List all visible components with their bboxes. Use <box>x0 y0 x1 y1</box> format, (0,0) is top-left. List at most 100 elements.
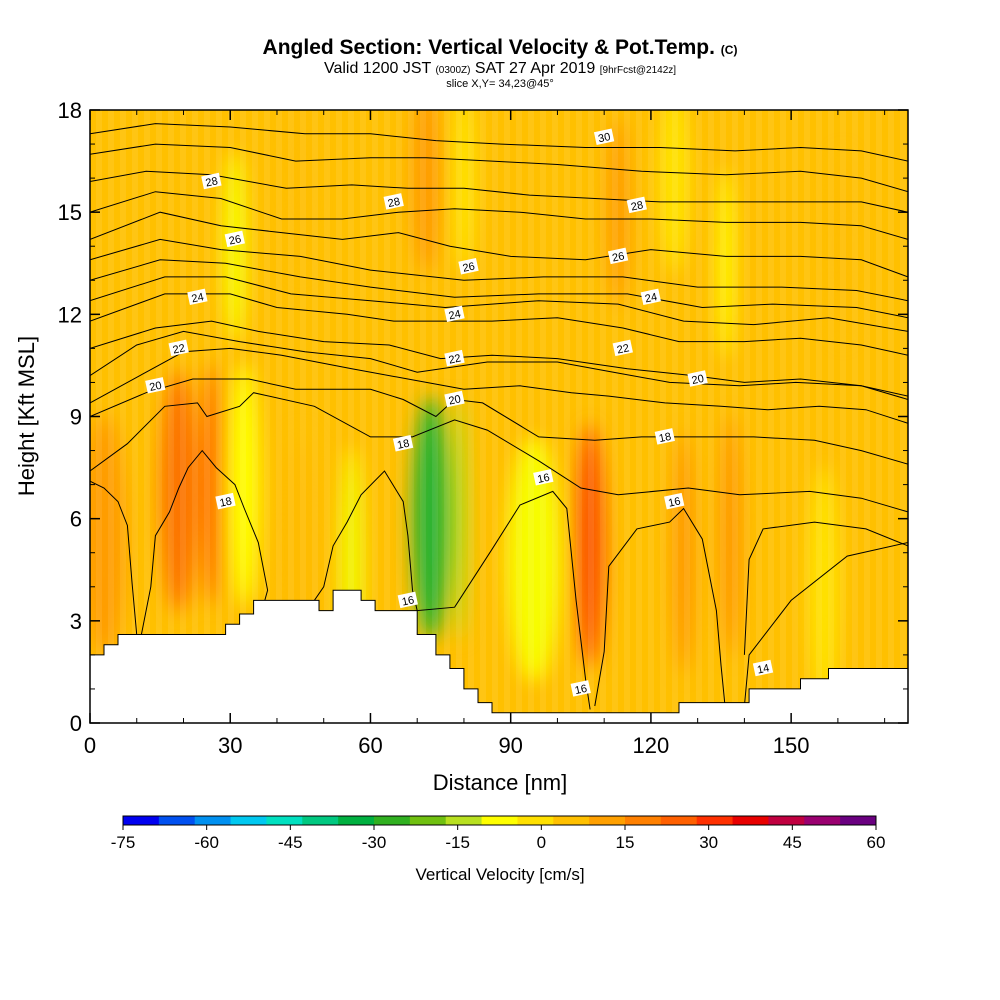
chart-title: Angled Section: Vertical Velocity & Pot.… <box>262 36 738 59</box>
y-tick-label: 12 <box>58 302 82 327</box>
isentrope-label: 18 <box>215 492 236 510</box>
isentrope-label-text: 28 <box>387 196 401 210</box>
isentrope-label: 16 <box>397 591 418 609</box>
isentrope-label-text: 24 <box>448 308 462 322</box>
isentrope-label-bg <box>607 247 629 265</box>
isentrope-label-text: 22 <box>448 352 462 366</box>
isentrope-label-text: 18 <box>396 438 410 452</box>
isentrope-label-bg <box>687 370 708 387</box>
colorbar-segment <box>840 816 877 825</box>
colorbar-segment <box>696 816 734 825</box>
x-tick-label: 150 <box>773 733 810 758</box>
isentrope-line <box>90 378 908 465</box>
colorbar-segment <box>409 816 447 825</box>
colorbar-segment <box>553 816 590 825</box>
isentrope-label: 16 <box>533 469 554 486</box>
isentrope-label: 14 <box>752 659 774 677</box>
isentrope-line <box>90 480 138 635</box>
isentrope-label: 22 <box>444 349 465 367</box>
isentrope-label-text: 24 <box>190 291 204 305</box>
colorbar-tick-label: 60 <box>867 833 886 852</box>
x-tick-label: 90 <box>498 733 522 758</box>
isentrope-label-text: 26 <box>228 233 242 247</box>
colorbar-tick-label: 0 <box>537 833 546 852</box>
isentrope-label: 24 <box>444 305 465 322</box>
isentrope-label-bg <box>752 659 774 677</box>
isentrope-line <box>90 347 908 424</box>
isentrope-label-text: 22 <box>616 342 630 356</box>
isentrope-label-bg <box>444 390 465 408</box>
colorbar-segment <box>194 816 232 825</box>
x-tick-label: 60 <box>358 733 382 758</box>
colorbar-segment <box>302 816 339 825</box>
isentrope-label-bg <box>392 434 414 452</box>
isentrope-label-bg <box>383 193 404 210</box>
isentrope-line <box>90 191 908 240</box>
isentrope-line <box>743 521 908 655</box>
colorbar-tick-label: -15 <box>445 833 470 852</box>
chart-slice-info: slice X,Y= 34,23@45° <box>446 78 554 90</box>
colorbar-segment <box>338 816 375 825</box>
isentrope-label-bg <box>640 288 661 306</box>
isentrope-label: 28 <box>383 193 404 210</box>
colorbar-frame <box>122 815 877 826</box>
colorbar: -75 -60 -45 -30 -15 0 15 30 45 60 <box>111 815 886 852</box>
isentrope-label-bg <box>397 591 418 609</box>
colorbar-segment <box>266 816 303 825</box>
colorbar-segment <box>625 816 662 825</box>
isentrope-line <box>90 392 908 513</box>
y-tick-label: 6 <box>70 507 82 532</box>
isentrope-label-bg <box>533 469 554 486</box>
isentrope-label-text: 18 <box>658 431 672 445</box>
isentrope-label: 22 <box>168 339 189 357</box>
isentrope-label: 20 <box>687 370 708 387</box>
isentrope-label-bg <box>444 349 465 367</box>
isentrope-line <box>90 276 908 332</box>
isentrope-label: 26 <box>224 230 245 248</box>
isentrope-label-text: 20 <box>148 380 162 394</box>
isentrope-label-bg <box>168 339 189 357</box>
isentrope-label: 24 <box>187 288 208 305</box>
isentrope-label-text: 16 <box>536 472 550 486</box>
isentrope-label: 20 <box>145 377 166 394</box>
isentrope-label-text: 28 <box>630 199 644 213</box>
isentrope-label: 18 <box>392 434 414 452</box>
colorbar-segment <box>768 816 805 825</box>
y-tick-label: 0 <box>70 711 82 736</box>
isentrope-label-bg <box>570 680 591 697</box>
colorbar-segment <box>158 816 196 825</box>
isentrope-label-text: 26 <box>462 261 476 275</box>
isentrope-label-text: 26 <box>611 250 625 264</box>
isentrope-label: 16 <box>570 680 591 697</box>
isentrope-label-text: 24 <box>644 291 658 305</box>
colorbar-tick-label: -75 <box>111 833 136 852</box>
isentrope-label-text: 30 <box>597 131 611 145</box>
y-tick-label: 18 <box>58 98 82 123</box>
isentrope-label: 22 <box>612 339 633 357</box>
velocity-field <box>90 110 908 723</box>
isentrope-label-text: 16 <box>667 495 681 509</box>
isentrope-label-bg <box>201 172 222 190</box>
colorbar-tick-label: -60 <box>194 833 219 852</box>
colorbar-segment <box>481 816 518 825</box>
y-axis-label: Height [Kft MSL] <box>14 336 39 496</box>
colorbar-tick-label: -45 <box>278 833 303 852</box>
y-tick-label: 3 <box>70 609 82 634</box>
isentrope-label-text: 16 <box>574 683 588 697</box>
isentrope-line <box>90 293 908 356</box>
isentrope-label: 26 <box>458 257 479 275</box>
colorbar-segment <box>589 816 626 825</box>
isentrope-line <box>90 170 908 213</box>
isentrope-label-text: 22 <box>172 342 186 356</box>
terrain-mask <box>90 589 908 723</box>
isentrope-label-bg <box>654 428 675 445</box>
field-texture <box>90 110 908 723</box>
isentrope-label-bg <box>626 196 647 214</box>
colorbar-segment <box>732 816 769 825</box>
isentrope-label-bg <box>612 339 633 357</box>
colorbar-segment <box>660 816 698 825</box>
isentrope-label: 26 <box>607 247 629 265</box>
colorbar-segment <box>445 816 483 825</box>
terrain-area <box>90 589 908 723</box>
isentrope-label-bg <box>458 257 479 275</box>
